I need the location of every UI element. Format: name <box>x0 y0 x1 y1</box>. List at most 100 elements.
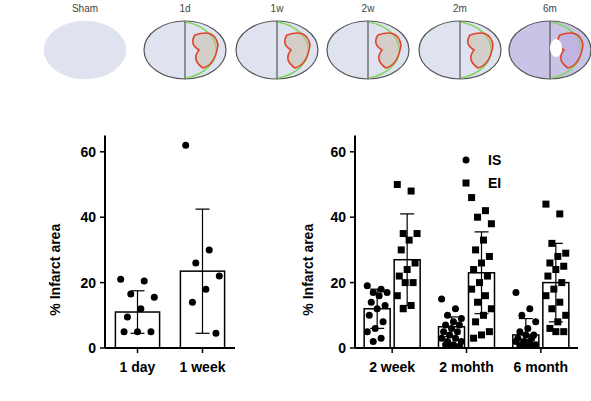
x-tick-label: 6 month <box>514 359 568 375</box>
data-point <box>452 335 459 342</box>
error-bar <box>475 232 489 314</box>
brain-section <box>509 21 591 79</box>
data-point <box>456 322 463 329</box>
legend-marker <box>463 180 470 187</box>
data-point <box>192 259 199 266</box>
data-point <box>364 328 371 335</box>
panel-label: 2m <box>453 3 467 14</box>
error-cap <box>370 328 384 329</box>
data-point <box>124 313 131 320</box>
chart: 2 week2 mohth6 month0204060% Infarct are… <box>300 135 578 375</box>
x-tick-label: 1 day <box>120 359 156 375</box>
data-point <box>400 305 407 312</box>
y-axis-label: % Infarct area <box>300 224 316 316</box>
data-point <box>412 259 419 266</box>
y-tick <box>350 151 355 153</box>
y-tick <box>100 282 105 284</box>
data-point <box>482 207 489 214</box>
legend-label: EI <box>488 175 501 191</box>
error-cap <box>131 290 145 291</box>
data-point <box>382 302 389 309</box>
midline <box>459 21 460 79</box>
error-cap <box>400 305 414 306</box>
error-line <box>481 232 482 314</box>
data-point <box>137 305 144 312</box>
error-cap <box>131 333 145 334</box>
y-tick-label: 60 <box>80 144 96 160</box>
data-point <box>440 328 447 335</box>
data-point <box>482 292 489 299</box>
y-tick <box>350 282 355 284</box>
data-point <box>562 312 569 319</box>
data-point <box>556 210 563 217</box>
y-tick-label: 40 <box>80 209 96 225</box>
y-tick <box>350 216 355 218</box>
data-point <box>560 263 567 270</box>
data-point <box>408 188 415 195</box>
error-bar <box>196 209 210 333</box>
error-line <box>407 214 408 306</box>
data-point <box>468 194 475 201</box>
data-point <box>560 328 567 335</box>
brain-outline <box>419 21 501 79</box>
data-point <box>486 253 493 260</box>
data-point <box>121 328 128 335</box>
panel-label: 1d <box>179 3 190 14</box>
brain-outline <box>509 21 591 79</box>
brain-section <box>327 21 409 79</box>
data-point <box>366 312 373 319</box>
data-point <box>552 328 559 335</box>
data-point <box>532 318 539 325</box>
panel-label: 6m <box>543 3 557 14</box>
error-cap <box>475 231 489 232</box>
data-point <box>470 335 477 342</box>
data-point <box>438 335 445 342</box>
error-bar <box>131 291 145 334</box>
data-point <box>452 305 459 312</box>
infarct-outline <box>193 33 218 68</box>
data-point <box>518 312 525 319</box>
error-cap <box>519 318 533 319</box>
y-tick <box>350 347 355 349</box>
data-point <box>182 142 189 149</box>
y-tick <box>100 151 105 153</box>
data-point <box>394 292 401 299</box>
data-point <box>394 181 401 188</box>
y-axis <box>104 135 106 348</box>
data-point <box>478 331 485 338</box>
plot-area <box>364 181 569 348</box>
error-line <box>137 291 138 334</box>
legend: IS EI <box>463 152 502 191</box>
data-point <box>202 286 209 293</box>
error-bar <box>519 319 533 348</box>
data-point <box>189 299 196 306</box>
plot-area <box>115 142 224 348</box>
data-point <box>546 259 553 266</box>
x-axis <box>355 347 578 349</box>
error-line <box>451 317 452 337</box>
y-tick-label: 0 <box>338 340 346 356</box>
data-point <box>470 266 477 273</box>
data-point <box>526 305 533 312</box>
data-point <box>400 230 407 237</box>
data-point <box>472 318 479 325</box>
error-cap <box>196 333 210 334</box>
data-point <box>512 289 519 296</box>
legend-label: IS <box>488 152 501 168</box>
data-point <box>364 282 371 289</box>
error-bar <box>400 214 414 306</box>
data-point <box>486 328 493 335</box>
data-point <box>454 328 461 335</box>
data-point <box>442 341 449 348</box>
data-point <box>472 246 479 253</box>
data-point <box>516 328 523 335</box>
brain-outline <box>327 21 409 79</box>
error-line <box>377 289 378 328</box>
error-bar <box>445 317 459 337</box>
brain-section <box>419 21 501 79</box>
infarct-outline <box>376 33 401 68</box>
data-point <box>556 299 563 306</box>
error-cap <box>445 316 459 317</box>
data-point <box>398 246 405 253</box>
error-cap <box>549 321 563 322</box>
